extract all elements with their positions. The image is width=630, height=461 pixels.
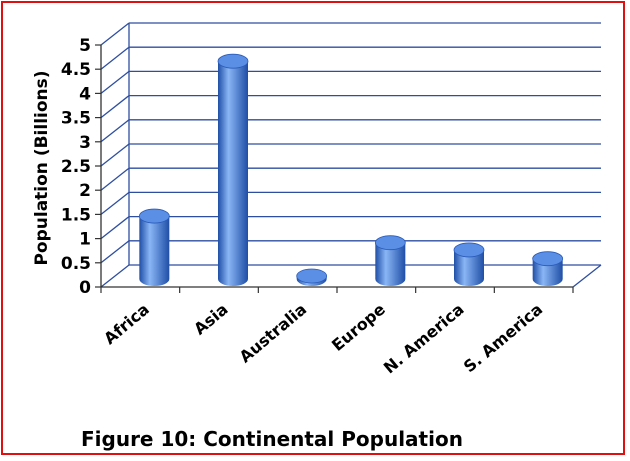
bar-body — [218, 61, 248, 287]
bar-top — [138, 208, 170, 224]
gridline-depth — [100, 191, 130, 215]
bar-top — [217, 53, 249, 69]
bar — [138, 208, 170, 286]
y-axis-label: Population (Billions) — [32, 70, 52, 265]
bar-body — [139, 216, 170, 286]
bar — [296, 268, 328, 286]
y-tick-label: 0 — [79, 278, 91, 298]
gridline-depth — [100, 143, 130, 167]
y-tick-label: 1 — [79, 230, 91, 250]
bar-top — [453, 242, 485, 258]
chart-plot: 0 0.5 1 1.5 2 2.5 3 3.5 4 4.5 5 Africa Asia Australia… — [32, 22, 602, 378]
bar — [532, 251, 564, 286]
gridline-depth — [100, 216, 130, 240]
x-tick-label: Australia — [236, 300, 311, 367]
bar — [374, 235, 406, 286]
bar-top — [296, 268, 328, 284]
x-tick-label: N. America — [380, 300, 468, 378]
x-tick-label: Africa — [100, 300, 153, 349]
bar-top — [532, 251, 564, 267]
bar-body — [454, 249, 484, 286]
x-tick-label: Europe — [328, 299, 389, 354]
bar-top — [374, 235, 406, 251]
y-tick-label: 2.5 — [61, 157, 91, 177]
gridline-depth — [100, 119, 130, 143]
y-tick-label: 0.5 — [61, 254, 91, 274]
y-tick-label: 4.5 — [61, 60, 91, 80]
y-tick-label: 4 — [79, 84, 91, 104]
bar-body — [532, 258, 563, 286]
gridline-depth — [100, 46, 130, 70]
bar — [453, 242, 485, 286]
y-tick-label: 5 — [79, 36, 91, 56]
chart-frame: 0 0.5 1 1.5 2 2.5 3 3.5 4 4.5 5 Africa Asia Australia… — [1, 1, 625, 455]
gridline-depth — [100, 167, 130, 191]
gridline-depth — [100, 70, 130, 94]
bar-body — [375, 242, 406, 286]
bar — [217, 53, 249, 287]
floor-right-edge — [572, 264, 602, 288]
x-tick-label: S. America — [460, 300, 546, 377]
gridline-depth — [100, 264, 130, 288]
figure-caption: Figure 10: Continental Population — [81, 427, 463, 451]
gridline-depth — [100, 22, 130, 46]
gridline-depth — [100, 240, 130, 264]
y-tick-label: 3.5 — [61, 109, 91, 129]
x-tick-label: Asia — [190, 300, 231, 339]
y-tick-label: 3 — [79, 133, 91, 153]
y-tick-label: 2 — [79, 181, 91, 201]
gridline-depth — [100, 95, 130, 119]
y-tick-label: 1.5 — [61, 205, 91, 225]
